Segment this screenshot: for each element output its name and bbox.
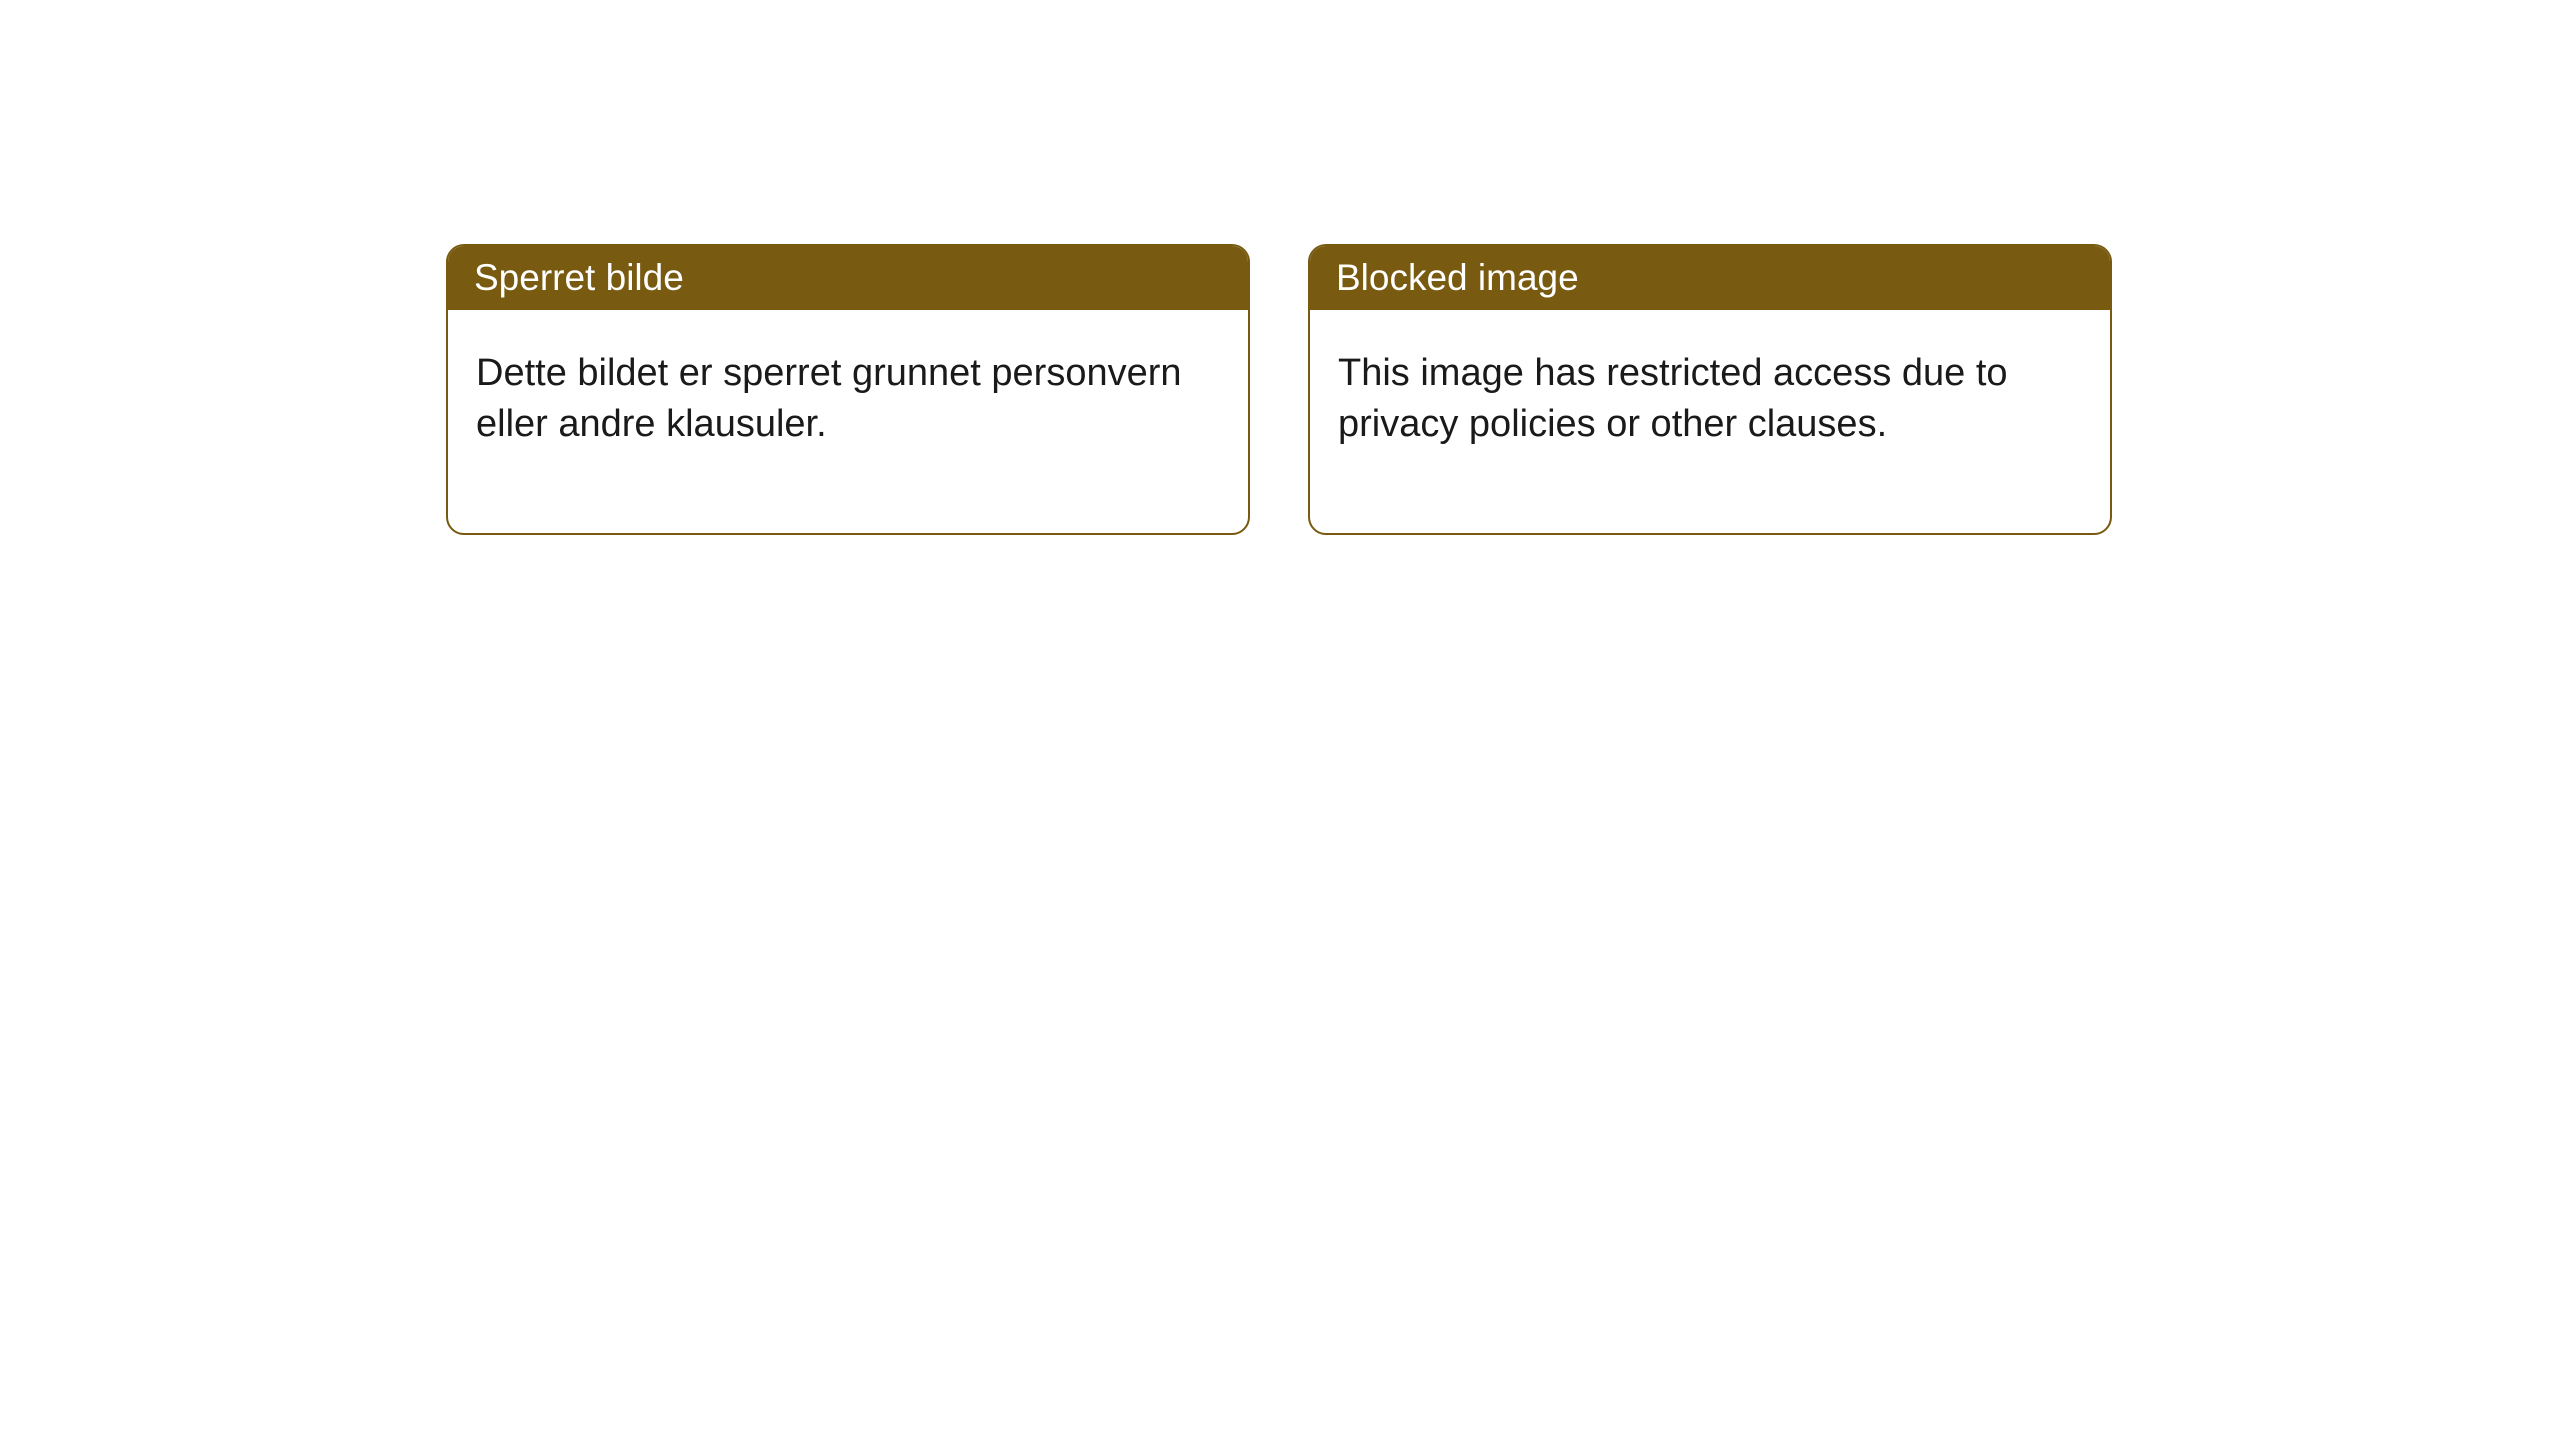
- card-body: This image has restricted access due to …: [1310, 310, 2110, 533]
- card-english: Blocked image This image has restricted …: [1308, 244, 2112, 535]
- cards-container: Sperret bilde Dette bildet er sperret gr…: [0, 0, 2560, 535]
- card-title: Blocked image: [1336, 257, 1579, 298]
- card-body-text: This image has restricted access due to …: [1338, 352, 2008, 445]
- card-body-text: Dette bildet er sperret grunnet personve…: [476, 352, 1182, 445]
- card-body: Dette bildet er sperret grunnet personve…: [448, 310, 1248, 533]
- card-header: Sperret bilde: [448, 246, 1248, 310]
- card-norwegian: Sperret bilde Dette bildet er sperret gr…: [446, 244, 1250, 535]
- card-header: Blocked image: [1310, 246, 2110, 310]
- card-title: Sperret bilde: [474, 257, 684, 298]
